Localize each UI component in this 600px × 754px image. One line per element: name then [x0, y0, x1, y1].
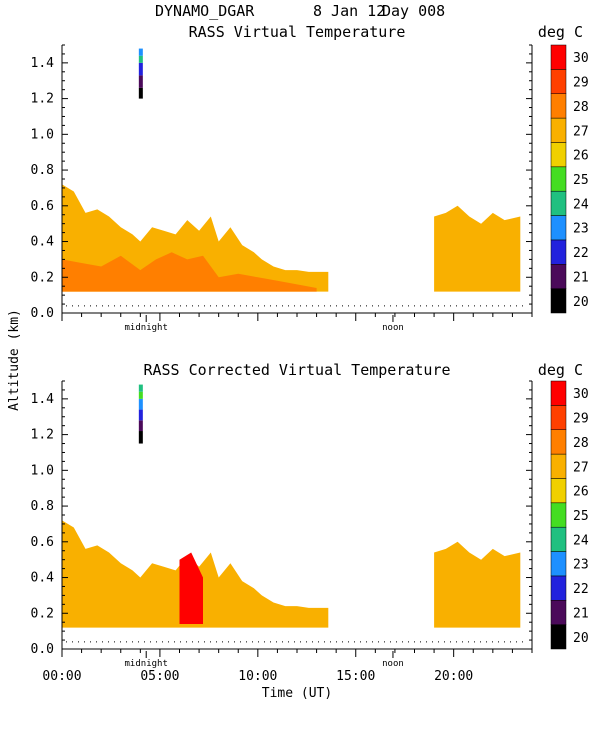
field-region	[62, 252, 317, 292]
colorbar-swatch	[550, 142, 567, 168]
colorbar-swatch	[550, 502, 567, 528]
profile-segment	[138, 48, 143, 56]
colorbar-swatch	[550, 600, 567, 625]
y-tick-label: 0.8	[31, 163, 54, 178]
colorbar-swatch	[550, 190, 567, 216]
units-label: deg C	[538, 361, 583, 379]
x-tick-label: 00:00	[42, 669, 81, 684]
colorbar-swatch	[550, 93, 567, 119]
colorbar-label: 27	[573, 460, 589, 475]
colorbar-swatch	[550, 380, 567, 406]
colorbar-swatch	[550, 453, 567, 479]
colorbar-swatch	[550, 264, 567, 289]
colorbar-label: 26	[573, 485, 589, 500]
colorbar-label: 20	[573, 631, 589, 646]
profile-segment	[138, 55, 143, 63]
colorbar-swatch	[550, 69, 567, 94]
colorbar-swatch	[550, 288, 567, 314]
profile-segment	[138, 391, 143, 399]
y-tick-label: 1.2	[31, 428, 54, 443]
colorbar-swatch	[550, 239, 567, 265]
x-axis-label: Time (UT)	[262, 686, 332, 701]
colorbar-label: 28	[573, 100, 589, 115]
y-tick-label: 0.2	[31, 270, 54, 285]
y-tick-label: 0.0	[31, 306, 54, 321]
colorbar-label: 30	[573, 51, 589, 66]
profile-segment	[138, 431, 143, 444]
profile-segment	[138, 87, 143, 99]
panel-title: RASS Corrected Virtual Temperature	[143, 361, 450, 379]
colorbar-swatch	[550, 44, 567, 70]
x-tick-label: 05:00	[140, 669, 179, 684]
profile-segment	[138, 409, 143, 421]
colorbar-swatch	[550, 624, 567, 650]
y-tick-label: 0.8	[31, 499, 54, 514]
y-tick-label: 0.6	[31, 199, 54, 214]
colorbar-label: 21	[573, 606, 589, 621]
site-name: DYNAMO_DGAR	[155, 2, 255, 20]
colorbar-label: 29	[573, 76, 589, 91]
colorbar-swatch	[550, 215, 567, 241]
profile-segment	[138, 384, 143, 392]
field-region	[434, 205, 521, 292]
profile-segment	[138, 75, 143, 88]
colorbar-label: 25	[573, 173, 589, 188]
colorbar-label: 28	[573, 436, 589, 451]
y-tick-label: 1.2	[31, 92, 54, 107]
y-tick-label: 0.4	[31, 571, 55, 586]
y-tick-label: 1.0	[31, 463, 54, 478]
colorbar-swatch	[550, 166, 567, 192]
colorbar-label: 22	[573, 246, 589, 261]
colorbar-swatch	[550, 405, 567, 430]
units-label: deg C	[538, 23, 583, 41]
x-tick-label: 15:00	[336, 669, 375, 684]
annotation-midnight: midnight	[125, 659, 168, 669]
profile-segment	[138, 420, 143, 432]
y-tick-label: 1.0	[31, 127, 54, 142]
date-label: 8 Jan 12	[313, 2, 385, 20]
y-tick-label: 1.4	[31, 56, 55, 71]
field-region	[179, 552, 203, 624]
annotation-noon: noon	[382, 323, 404, 333]
colorbar-label: 20	[573, 295, 589, 310]
colorbar-label: 30	[573, 387, 589, 402]
colorbar-label: 22	[573, 582, 589, 597]
colorbar-label: 23	[573, 222, 589, 237]
x-tick-label: 20:00	[434, 669, 473, 684]
x-tick-label: 10:00	[238, 669, 277, 684]
colorbar-label: 24	[573, 533, 589, 548]
colorbar-label: 23	[573, 558, 589, 573]
y-axis-label: Altitude (km)	[7, 309, 22, 411]
y-tick-label: 0.6	[31, 535, 54, 550]
colorbar-swatch	[550, 526, 567, 552]
colorbar-label: 29	[573, 412, 589, 427]
profile-segment	[138, 398, 143, 410]
colorbar-label: 21	[573, 270, 589, 285]
y-tick-label: 0.2	[31, 606, 54, 621]
colorbar-label: 26	[573, 149, 589, 164]
colorbar-swatch	[550, 575, 567, 601]
profile-segment	[138, 62, 143, 76]
colorbar-swatch	[550, 117, 567, 143]
field-region	[434, 541, 521, 628]
panel-title: RASS Virtual Temperature	[189, 23, 406, 41]
annotation-midnight: midnight	[125, 323, 168, 333]
y-tick-label: 0.4	[31, 235, 55, 250]
colorbar-label: 25	[573, 509, 589, 524]
y-tick-label: 1.4	[31, 392, 55, 407]
colorbar-swatch	[550, 429, 567, 455]
colorbar-label: 24	[573, 197, 589, 212]
colorbar-swatch	[550, 551, 567, 577]
colorbar-label: 27	[573, 124, 589, 139]
y-tick-label: 0.0	[31, 642, 54, 657]
annotation-noon: noon	[382, 659, 404, 669]
day-label: Day 008	[382, 2, 445, 20]
colorbar-swatch	[550, 478, 567, 504]
